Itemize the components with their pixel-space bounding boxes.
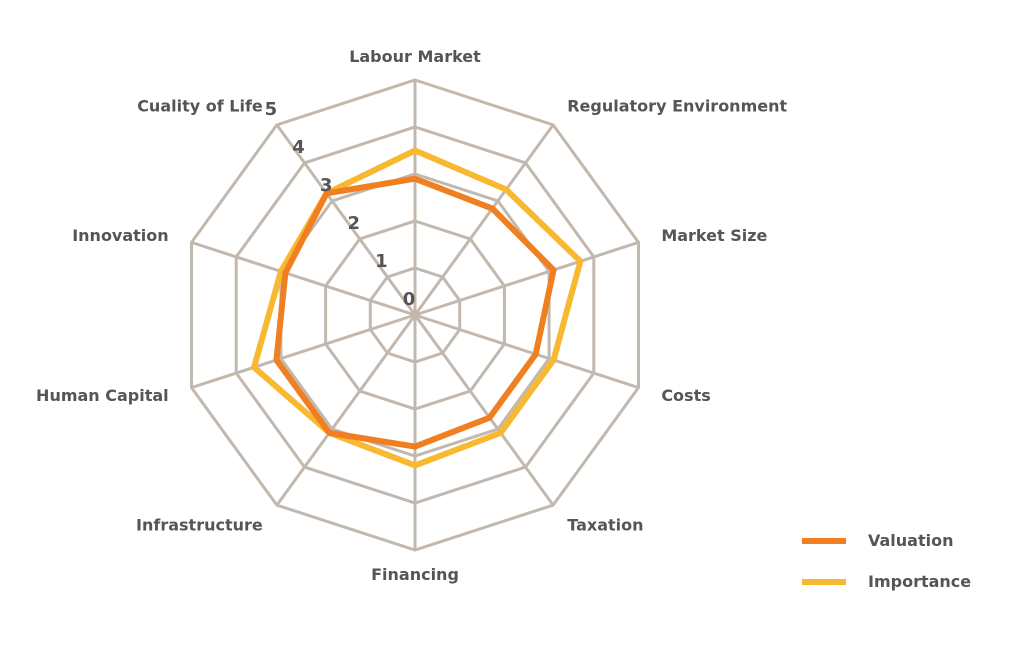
tick-label: 1 [375, 251, 388, 272]
tick-label: 3 [320, 175, 333, 196]
legend-item-valuation: Valuation [802, 520, 1002, 561]
axis-label: Costs [661, 386, 710, 405]
grid-spoke [414, 313, 639, 390]
grid-spoke [275, 314, 417, 507]
grid-spoke [413, 123, 555, 316]
axis-label: Innovation [72, 226, 168, 245]
tick-label: 4 [292, 137, 305, 158]
axis-label: Financing [371, 565, 459, 584]
axis-label: Cuality of Life [137, 96, 263, 115]
series-importance [251, 147, 584, 469]
series-valuation [273, 175, 557, 450]
axis-label: Infrastructure [136, 516, 263, 535]
grid-spoke [414, 240, 639, 317]
tick-label: 2 [347, 213, 360, 234]
legend-swatch-importance [802, 578, 846, 585]
chart-legend: Valuation Importance [802, 520, 1002, 602]
legend-label-valuation: Valuation [868, 531, 954, 550]
legend-swatch-valuation [802, 537, 846, 544]
tick-label: 5 [265, 99, 278, 120]
legend-label-importance: Importance [868, 572, 972, 591]
grid-spoke [191, 313, 416, 390]
grid-spoke [275, 123, 417, 316]
legend-item-importance: Importance [802, 561, 1002, 602]
grid-spoke [191, 240, 416, 317]
grid-spoke [413, 314, 555, 507]
axis-label: Labour Market [349, 47, 481, 66]
radar-axis-labels: Labour Market Regulatory Environment Marke… [36, 47, 787, 584]
axis-label: Market Size [661, 226, 767, 245]
radar-series [251, 147, 584, 469]
axis-label: Human Capital [36, 386, 169, 405]
axis-label: Regulatory Environment [567, 96, 787, 115]
axis-label: Taxation [567, 516, 643, 535]
tick-label: 0 [403, 289, 416, 310]
